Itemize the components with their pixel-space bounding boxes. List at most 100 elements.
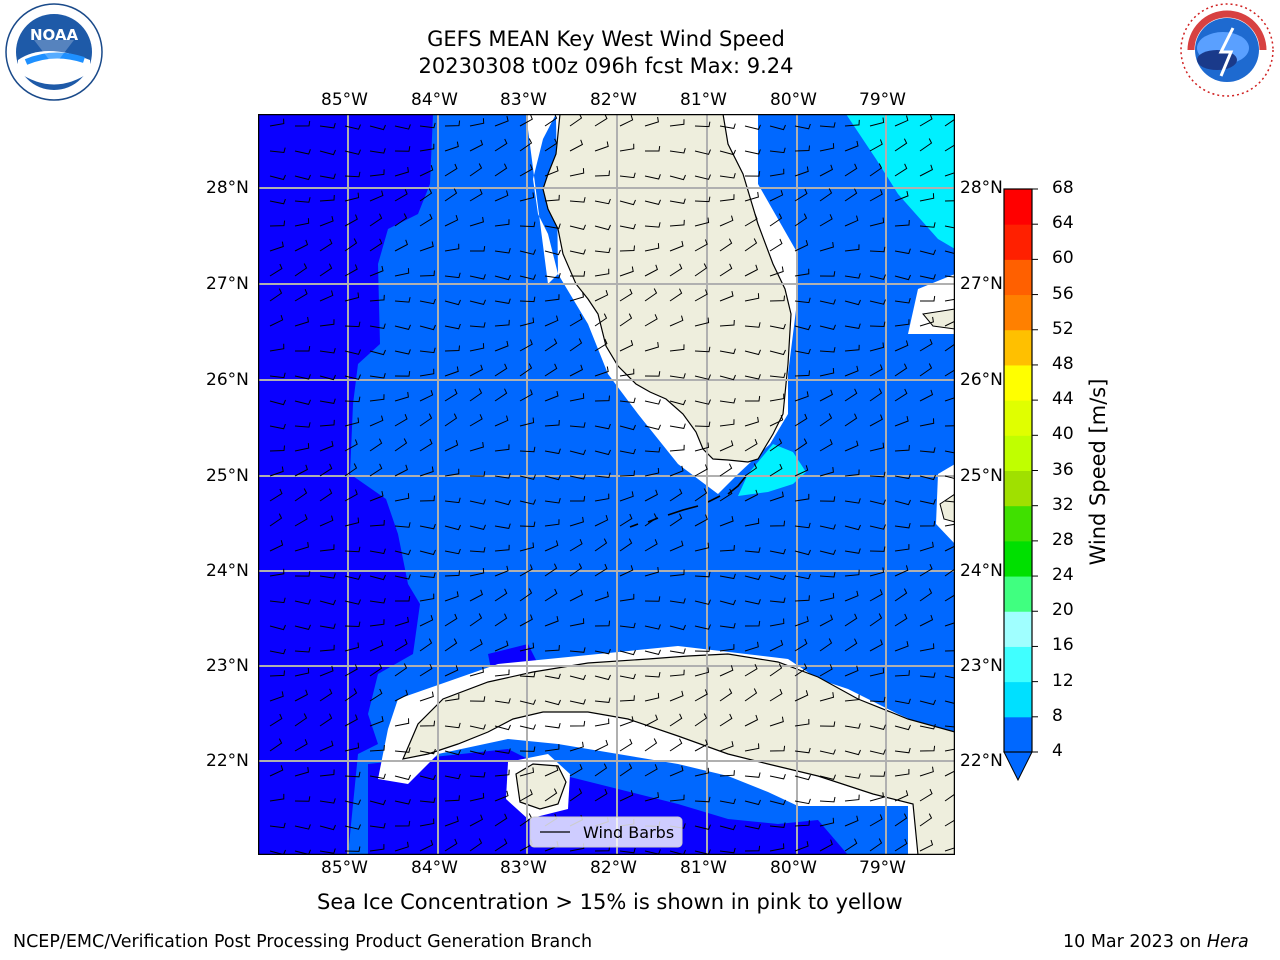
wind-barb: [719, 173, 736, 179]
wind-barb: [694, 374, 711, 380]
wind-barb: [819, 467, 834, 477]
wind-barb: [694, 421, 711, 428]
ocean-light-ne: [846, 114, 955, 249]
wind-barb: [819, 496, 836, 502]
wind-barb: [694, 399, 711, 405]
wind-barb: [569, 314, 583, 327]
wind-barb: [569, 764, 583, 777]
wind-barb: [319, 263, 333, 277]
wind-barb: [319, 644, 335, 652]
wind-barb: [544, 165, 559, 177]
wind-barb: [644, 399, 661, 405]
map-gridlines: [258, 114, 955, 855]
wind-barb: [794, 268, 810, 277]
wind-barb: [419, 143, 435, 152]
wind-barb: [344, 621, 361, 628]
wind-barb: [844, 638, 858, 652]
lon-label-bottom: 79°W: [859, 858, 906, 878]
wind-barb: [294, 488, 308, 502]
wind-barb: [344, 238, 358, 252]
wind-barb: [394, 239, 409, 252]
wind-barb: [544, 540, 559, 552]
wind-barb: [644, 714, 659, 727]
wind-barb: [319, 194, 335, 202]
wind-barb: [394, 799, 411, 805]
wind-barb: [919, 520, 936, 527]
colorbar-tick-label: 52: [1052, 318, 1074, 339]
wind-barb: [869, 364, 883, 377]
colorbar-block: [1004, 576, 1032, 612]
wind-barb: [369, 519, 385, 527]
wind-barb: [469, 667, 484, 677]
wind-barb: [769, 618, 785, 627]
wind-barb: [694, 739, 708, 752]
wind-barb: [519, 339, 533, 352]
wind-barb: [369, 844, 385, 852]
wind-barb: [694, 713, 708, 727]
wind-barb: [644, 264, 659, 277]
wind-barb: [269, 147, 286, 154]
colorbar-tick-label: 60: [1052, 248, 1074, 269]
wind-barb: [669, 648, 686, 654]
wind-barb: [944, 225, 955, 229]
wind-barb: [619, 565, 634, 577]
wind-barb: [344, 517, 360, 527]
wind-barb: [894, 565, 909, 577]
wind-barb: [444, 243, 460, 252]
wind-barb: [494, 388, 508, 402]
lat-label-right: 22°N: [960, 751, 1003, 771]
wind-barb: [394, 616, 409, 627]
wind-barb: [294, 149, 311, 155]
wind-barb: [694, 599, 711, 605]
wind-barb: [794, 145, 810, 152]
wind-barb: [369, 463, 383, 477]
wind-barb: [919, 474, 936, 481]
wind-barb: [794, 438, 808, 452]
wind-barb: [644, 513, 658, 527]
wind-barb: [369, 323, 386, 329]
wind-barb: [644, 199, 661, 205]
wind-barb: [644, 174, 661, 180]
wind-barb: [769, 438, 783, 452]
lat-label-left: 26°N: [206, 370, 249, 390]
wind-barb: [294, 624, 311, 630]
wind-barb: [544, 363, 558, 377]
wind-barb: [794, 616, 809, 627]
wind-barb: [869, 589, 883, 602]
wind-barb: [844, 524, 861, 531]
wind-barb: [644, 243, 660, 252]
wind-barb: [694, 121, 711, 128]
wind-barb: [294, 120, 311, 127]
wind-barb: [419, 466, 434, 477]
wind-barb: [619, 424, 636, 431]
wind-barb: [919, 724, 936, 730]
wind-barb: [419, 347, 436, 354]
wind-barb: [344, 321, 361, 328]
wind-barb: [694, 542, 710, 552]
wind-barb: [519, 642, 535, 652]
wind-barb: [494, 698, 511, 704]
wind-barb: [744, 620, 761, 627]
wind-barb: [769, 663, 783, 677]
wind-barb: [569, 589, 584, 602]
wind-barb: [869, 246, 886, 253]
wind-barb: [369, 415, 384, 427]
wind-barb: [719, 798, 736, 805]
wind-barb: [645, 146, 661, 152]
wind-barb: [294, 514, 308, 527]
wind-barb: [869, 499, 886, 505]
wind-barb: [819, 721, 836, 727]
wind-barb: [344, 214, 358, 227]
wind-barb: [794, 573, 811, 580]
wind-barb: [295, 346, 311, 352]
wind-barb: [894, 544, 910, 552]
lon-label-top: 82°W: [590, 90, 637, 110]
wind-barb: [819, 839, 833, 852]
wind-barb: [869, 814, 883, 827]
wind-barb: [919, 389, 934, 402]
wind-barb: [769, 393, 785, 402]
wind-barb: [744, 416, 759, 427]
wind-barb: [869, 471, 886, 478]
wind-barb: [919, 274, 936, 280]
wind-barb: [619, 368, 635, 377]
